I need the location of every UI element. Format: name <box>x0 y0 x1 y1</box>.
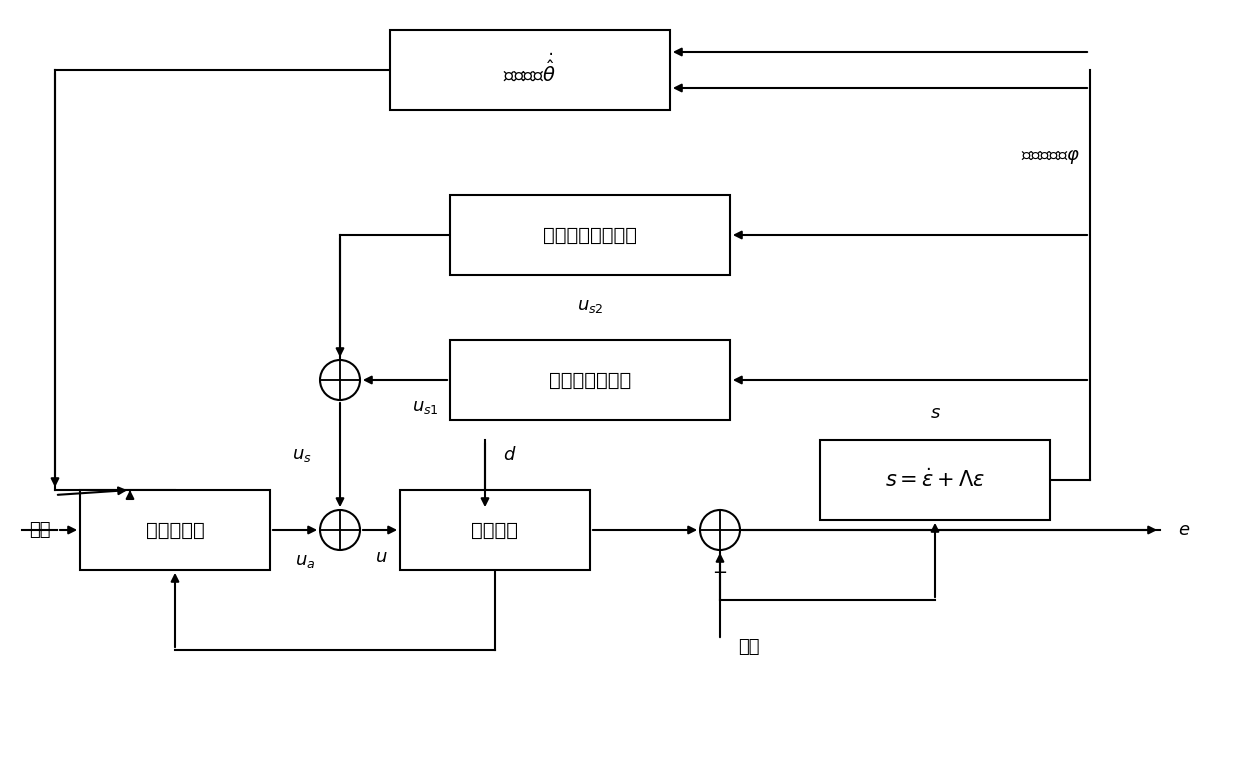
Text: $d$: $d$ <box>503 446 517 464</box>
Text: 指令: 指令 <box>738 638 759 656</box>
Circle shape <box>320 510 360 550</box>
Text: $u_{s2}$: $u_{s2}$ <box>577 297 604 315</box>
Text: $u$: $u$ <box>374 548 388 566</box>
Bar <box>820 440 1050 520</box>
Text: 线性鲁棒反馈项: 线性鲁棒反馈项 <box>549 371 631 389</box>
Bar <box>450 195 730 275</box>
Circle shape <box>320 360 360 400</box>
Text: 指令: 指令 <box>30 521 51 539</box>
Text: $u_a$: $u_a$ <box>295 552 315 570</box>
Text: 参数回归器$\varphi$: 参数回归器$\varphi$ <box>1021 148 1080 166</box>
Text: $e$: $e$ <box>1178 521 1190 539</box>
Text: $-$: $-$ <box>713 562 728 580</box>
Text: $u_{s1}$: $u_{s1}$ <box>412 398 439 416</box>
Text: 参数估计$\dot{\hat{\theta}}$: 参数估计$\dot{\hat{\theta}}$ <box>503 54 557 86</box>
Bar <box>81 490 270 570</box>
Bar <box>391 30 670 110</box>
Circle shape <box>701 510 740 550</box>
Text: $s=\dot{\varepsilon}+\Lambda\varepsilon$: $s=\dot{\varepsilon}+\Lambda\varepsilon$ <box>885 469 985 492</box>
Bar <box>401 490 590 570</box>
Text: $s$: $s$ <box>930 404 940 422</box>
Bar <box>450 340 730 420</box>
Text: $u_s$: $u_s$ <box>293 446 312 464</box>
Text: 非线性鲁棒反馈项: 非线性鲁棒反馈项 <box>543 226 637 245</box>
Text: 执行机构: 执行机构 <box>471 521 518 540</box>
Text: 前馈补偿项: 前馈补偿项 <box>145 521 205 540</box>
